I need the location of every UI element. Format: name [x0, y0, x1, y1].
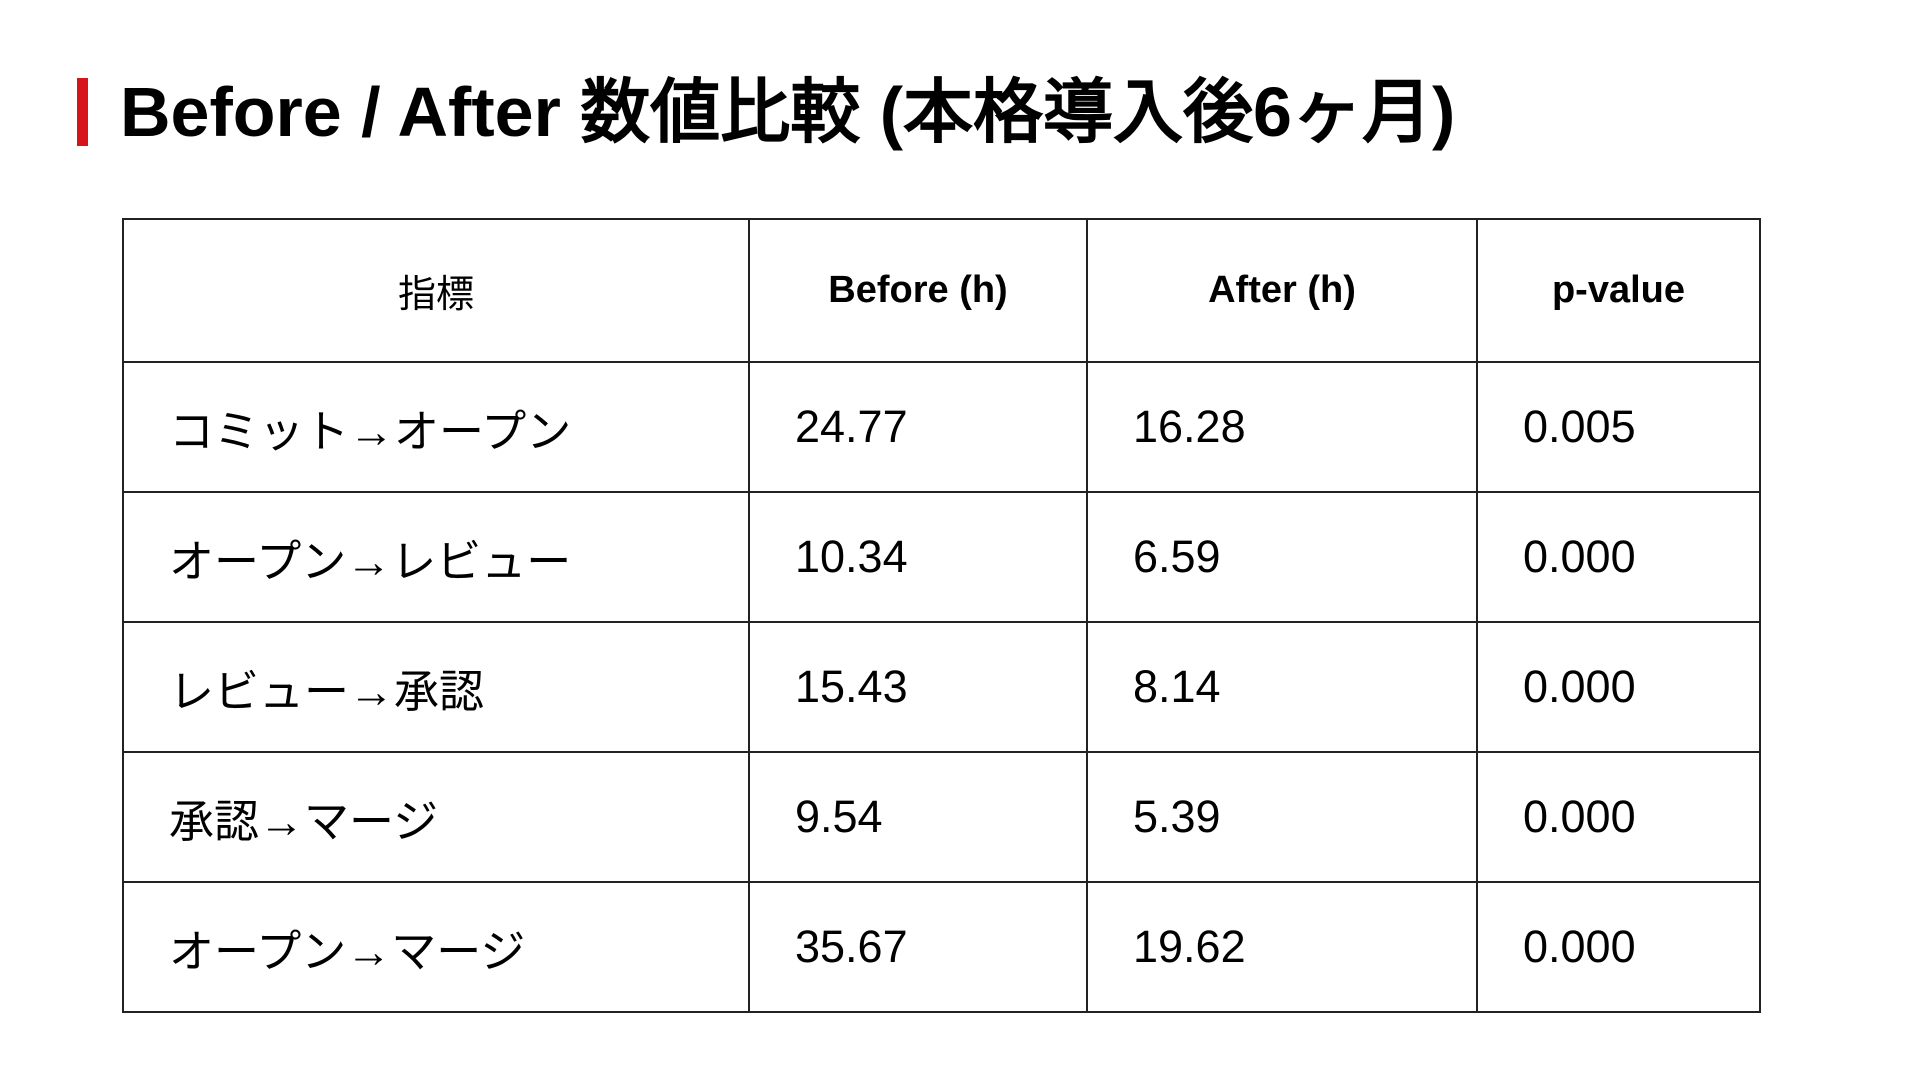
- value-cell: 10.34: [748, 491, 1088, 623]
- metric-cell: オープン→マージ: [122, 881, 750, 1013]
- value-cell: 0.000: [1476, 621, 1761, 753]
- slide-title: Before / After 数値比較 (本格導入後6ヶ月): [120, 73, 1456, 151]
- value-cell: 0.000: [1476, 491, 1761, 623]
- value-cell: 0.000: [1476, 881, 1761, 1013]
- column-header: Before (h): [748, 218, 1088, 363]
- table-row: コミット→オープン 24.77 16.28 0.005: [122, 361, 1761, 493]
- value-cell: 8.14: [1086, 621, 1478, 753]
- value-cell: 6.59: [1086, 491, 1478, 623]
- metric-cell: 承認→マージ: [122, 751, 750, 883]
- value-cell: 16.28: [1086, 361, 1478, 493]
- table-row: レビュー→承認 15.43 8.14 0.000: [122, 621, 1761, 753]
- value-cell: 35.67: [748, 881, 1088, 1013]
- column-header: After (h): [1086, 218, 1478, 363]
- metric-cell: オープン→レビュー: [122, 491, 750, 623]
- column-header: p-value: [1476, 218, 1761, 363]
- table-row: オープン→レビュー 10.34 6.59 0.000: [122, 491, 1761, 623]
- table-body: コミット→オープン 24.77 16.28 0.005 オープン→レビュー 10.34 6.…: [122, 361, 1761, 1013]
- value-cell: 19.62: [1086, 881, 1478, 1013]
- value-cell: 24.77: [748, 361, 1088, 493]
- value-cell: 9.54: [748, 751, 1088, 883]
- header-row: 指標 Before (h) After (h) p-value: [122, 218, 1761, 363]
- table-row: オープン→マージ 35.67 19.62 0.000: [122, 881, 1761, 1013]
- metric-cell: レビュー→承認: [122, 621, 750, 753]
- metric-cell: コミット→オープン: [122, 361, 750, 493]
- value-cell: 0.005: [1476, 361, 1761, 493]
- table-row: 承認→マージ 9.54 5.39 0.000: [122, 751, 1761, 883]
- value-cell: 5.39: [1086, 751, 1478, 883]
- data-table: 指標 Before (h) After (h) p-value コミット→オープン 24…: [122, 218, 1761, 1013]
- value-cell: 0.000: [1476, 751, 1761, 883]
- column-header: 指標: [122, 218, 750, 363]
- title-accent: [77, 78, 88, 146]
- value-cell: 15.43: [748, 621, 1088, 753]
